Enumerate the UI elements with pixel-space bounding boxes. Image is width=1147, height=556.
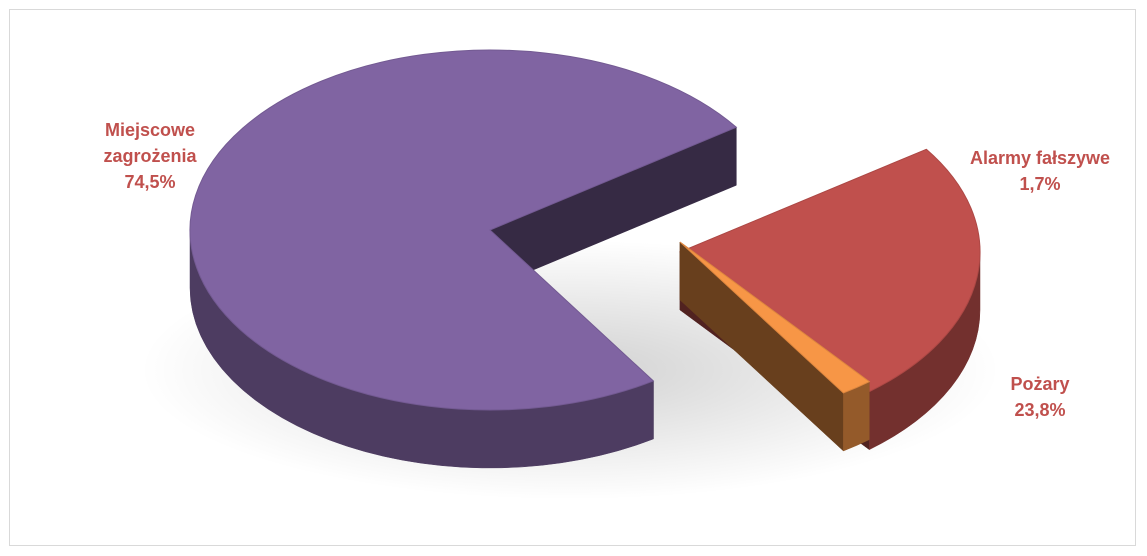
data-label-value: 23,8% <box>1014 400 1065 420</box>
data-label: Miejscowe zagrożenia 74,5% <box>103 120 197 192</box>
data-label-name: Alarmy fałszywe <box>970 148 1110 168</box>
data-label: Pożary 23,8% <box>1010 374 1069 420</box>
data-label-name: Pożary <box>1010 374 1069 394</box>
data-label-value: 74,5% <box>124 172 175 192</box>
pie-slice <box>189 49 738 469</box>
pie-slice-top <box>189 49 738 411</box>
data-label-name: zagrożenia <box>103 146 197 166</box>
pie-slice-side <box>843 381 870 452</box>
data-label-name: Miejscowe <box>105 120 195 140</box>
pie-chart: Miejscowe zagrożenia 74,5% Pożary 23,8% Alarm… <box>103 49 1110 500</box>
pie-slice-top <box>678 148 981 393</box>
pie-slice-top <box>679 241 871 394</box>
chart-area: Miejscowe zagrożenia 74,5% Pożary 23,8% Alarm… <box>9 9 1136 546</box>
data-label-value: 1,7% <box>1019 174 1060 194</box>
pie-slice <box>679 241 871 452</box>
data-label: Alarmy fałszywe 1,7% <box>970 148 1110 194</box>
